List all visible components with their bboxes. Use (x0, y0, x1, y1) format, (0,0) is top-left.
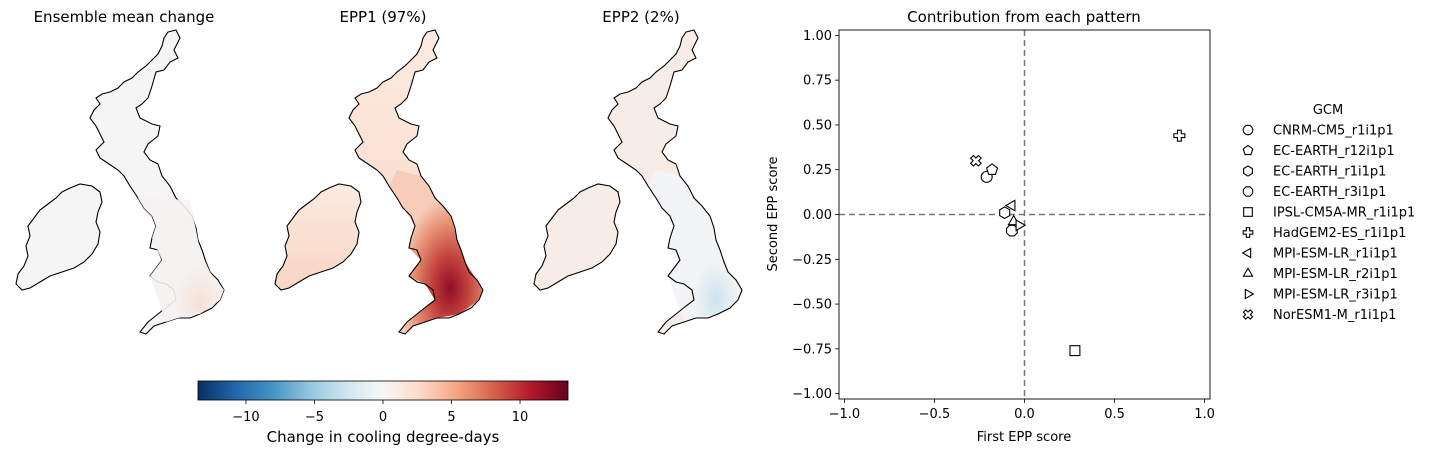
legend-entry: IPSL-CM5A-MR_r1i1p1 (1243, 206, 1415, 221)
data-point (1173, 129, 1186, 142)
colorbar-tick-label: 0 (379, 410, 387, 425)
legend-marker-icon (1242, 227, 1254, 238)
x-tick-label: 0.5 (1104, 407, 1125, 422)
uk-map (274, 29, 484, 335)
y-tick-label: 0.50 (803, 118, 832, 133)
legend-marker-icon (1241, 247, 1252, 259)
x-tick-label: −1.0 (829, 407, 861, 422)
map-title: EPP1 (97%) (340, 8, 427, 26)
legend-entry: HadGEM2-ES_r1i1p1 (1242, 226, 1406, 241)
y-tick-label: −0.75 (792, 342, 832, 357)
x-axis-label: First EPP score (977, 430, 1071, 445)
data-point (999, 206, 1011, 220)
y-tick-label: 0.25 (803, 163, 832, 178)
legend-marker-icon (1243, 207, 1253, 217)
data-point (985, 163, 999, 175)
y-tick-label: 0.75 (803, 74, 832, 89)
scatter-chart: Contribution from each pattern −1.0 −0.5 0… (766, 8, 1215, 445)
colorbar-tick-label: −10 (232, 410, 259, 425)
legend-marker-icon (1242, 144, 1254, 156)
legend-entry: EC-EARTH_r3i1p1 (1242, 185, 1386, 200)
legend-entry: MPI-ESM-LR_r2i1p1 (1242, 267, 1398, 282)
y-axis-label: Second EPP score (766, 157, 781, 272)
legend-label: EC-EARTH_r3i1p1 (1273, 185, 1386, 200)
map-title: EPP2 (2%) (602, 8, 679, 26)
y-tick-label: 0.00 (803, 208, 832, 223)
map-panel-epp2: EPP2 (2%) (533, 8, 743, 335)
map-panel-epp1: EPP1 (97%) (274, 8, 484, 335)
legend-marker-icon (1244, 288, 1255, 300)
data-point (1004, 199, 1016, 212)
data-point (969, 154, 982, 167)
legend-label: IPSL-CM5A-MR_r1i1p1 (1273, 206, 1415, 221)
colorbar-tick-label: 5 (447, 410, 455, 425)
legend-label: NorESM1-M_r1i1p1 (1273, 308, 1396, 323)
chart-title: Contribution from each pattern (907, 8, 1141, 26)
y-tick-label: −1.00 (792, 387, 832, 402)
legend-entry: EC-EARTH_r1i1p1 (1243, 165, 1386, 180)
map-title: Ensemble mean change (34, 8, 215, 26)
legend-label: CNRM-CM5_r1i1p1 (1273, 124, 1394, 139)
legend-entry: NorESM1-M_r1i1p1 (1242, 308, 1396, 323)
y-tick-label: −0.50 (792, 298, 832, 313)
x-tick-label: 0.0 (1014, 407, 1035, 422)
x-tick-label: 1.0 (1194, 407, 1215, 422)
legend-marker-icon (1242, 309, 1254, 320)
legend-entry: CNRM-CM5_r1i1p1 (1242, 124, 1394, 139)
data-point (1015, 219, 1027, 232)
legend-entry: EC-EARTH_r12i1p1 (1242, 144, 1395, 159)
legend-marker-icon (1242, 124, 1254, 136)
legend-title: GCM (1313, 103, 1343, 118)
data-point (1069, 345, 1081, 357)
uk-map (533, 29, 743, 335)
legend-label: MPI-ESM-LR_r2i1p1 (1273, 267, 1398, 282)
legend-marker-icon (1243, 165, 1253, 177)
legend-entry: MPI-ESM-LR_r3i1p1 (1244, 288, 1398, 303)
colorbar-tick-label: 10 (512, 410, 529, 425)
colorbar-bar (197, 380, 569, 401)
colorbar-label: Change in cooling degree-days (267, 428, 500, 446)
legend-label: EC-EARTH_r1i1p1 (1273, 165, 1386, 180)
colorbar-tick-label: −5 (305, 410, 324, 425)
uk-map (15, 29, 225, 335)
colorbar: −10 −5 0 5 10 Change in cooling degree-days (197, 380, 569, 446)
legend-label: EC-EARTH_r12i1p1 (1273, 144, 1395, 159)
x-tick-label: −0.5 (919, 407, 951, 422)
map-panel-ensemble-mean: Ensemble mean change (15, 8, 225, 335)
legend-label: MPI-ESM-LR_r1i1p1 (1273, 247, 1398, 262)
legend-entry: MPI-ESM-LR_r1i1p1 (1241, 247, 1398, 262)
legend-label: HadGEM2-ES_r1i1p1 (1273, 226, 1406, 241)
y-tick-label: 1.00 (803, 29, 832, 44)
legend-label: MPI-ESM-LR_r3i1p1 (1273, 288, 1398, 303)
legend: GCM CNRM-CM5_r1i1p1 EC-EARTH_r12i1p1 EC-EA… (1241, 103, 1415, 323)
legend-marker-icon (1242, 186, 1254, 197)
legend-marker-icon (1242, 267, 1254, 277)
y-tick-label: −0.25 (792, 253, 832, 268)
